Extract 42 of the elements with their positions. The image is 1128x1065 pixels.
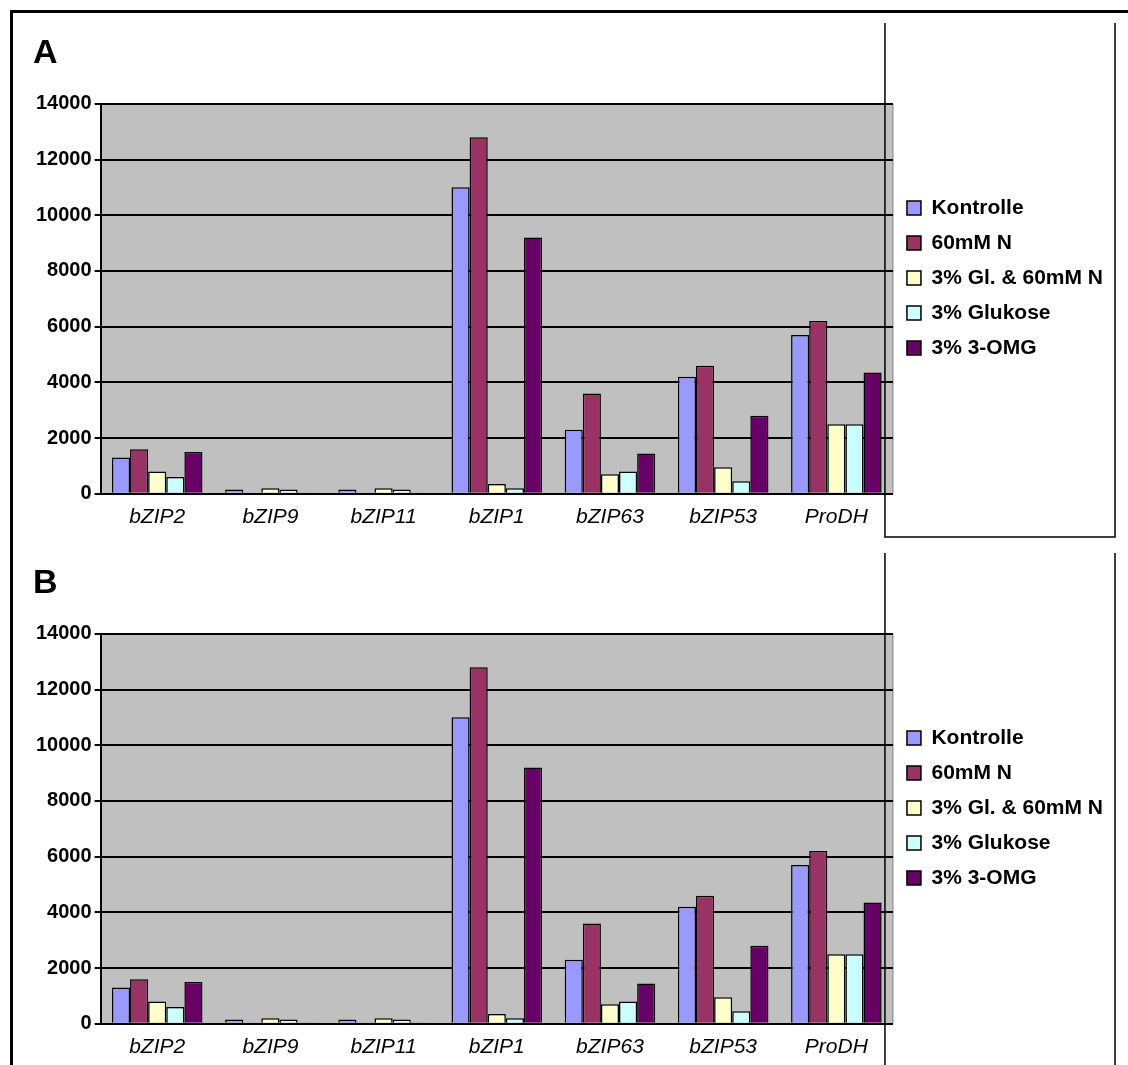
x-tick-label: bZIP53 bbox=[689, 504, 758, 528]
legend-label: 3% Gl. & 60mM N bbox=[931, 264, 1104, 288]
x-tick-label: bZIP11 bbox=[350, 504, 417, 528]
y-tick-label: 12000 bbox=[35, 677, 92, 700]
legend-label: Kontrolle bbox=[931, 724, 1024, 748]
x-tick-label: bZIP9 bbox=[242, 504, 299, 528]
chart-title: A bbox=[33, 31, 58, 70]
y-tick-label: 4000 bbox=[47, 899, 92, 922]
legend-label: Kontrolle bbox=[931, 194, 1024, 218]
y-tick-label: 12000 bbox=[35, 147, 92, 170]
y-tick-label: 8000 bbox=[47, 788, 92, 811]
y-tick-label: 8000 bbox=[47, 258, 92, 281]
legend-label: 3% 3-OMG bbox=[931, 334, 1037, 358]
y-tick-label: 14000 bbox=[35, 91, 92, 114]
y-tick-label: 10000 bbox=[35, 732, 92, 755]
y-tick-label: 2000 bbox=[47, 955, 92, 978]
x-tick-label: bZIP1 bbox=[468, 504, 525, 528]
legend-label: 3% 3-OMG bbox=[931, 864, 1037, 888]
x-tick-label: ProDH bbox=[804, 504, 869, 528]
legend-label: 3% Glukose bbox=[931, 299, 1051, 323]
x-tick-label: bZIP63 bbox=[576, 1034, 645, 1058]
x-tick-label: bZIP11 bbox=[350, 1034, 417, 1058]
x-tick-label: bZIP63 bbox=[576, 504, 645, 528]
legend-label: 3% Gl. & 60mM N bbox=[931, 794, 1104, 818]
y-tick-label: 0 bbox=[80, 481, 92, 504]
y-tick-label: 4000 bbox=[47, 369, 92, 392]
y-tick-label: 10000 bbox=[35, 202, 92, 225]
y-tick-label: 0 bbox=[80, 1011, 92, 1034]
chart-title: B bbox=[33, 561, 58, 600]
x-tick-label: bZIP2 bbox=[129, 1034, 186, 1058]
y-tick-label: 6000 bbox=[47, 844, 92, 867]
legend-label: 3% Glukose bbox=[931, 829, 1051, 853]
x-tick-label: bZIP53 bbox=[689, 1034, 758, 1058]
x-tick-label: ProDH bbox=[804, 1034, 869, 1058]
legend-label: 60mM N bbox=[931, 759, 1012, 783]
x-tick-label: bZIP9 bbox=[242, 1034, 299, 1058]
x-tick-label: bZIP2 bbox=[129, 504, 186, 528]
y-tick-label: 2000 bbox=[47, 425, 92, 448]
legend-label: 60mM N bbox=[931, 229, 1012, 253]
y-tick-label: 6000 bbox=[47, 314, 92, 337]
y-tick-label: 14000 bbox=[35, 621, 92, 644]
x-tick-label: bZIP1 bbox=[468, 1034, 525, 1058]
